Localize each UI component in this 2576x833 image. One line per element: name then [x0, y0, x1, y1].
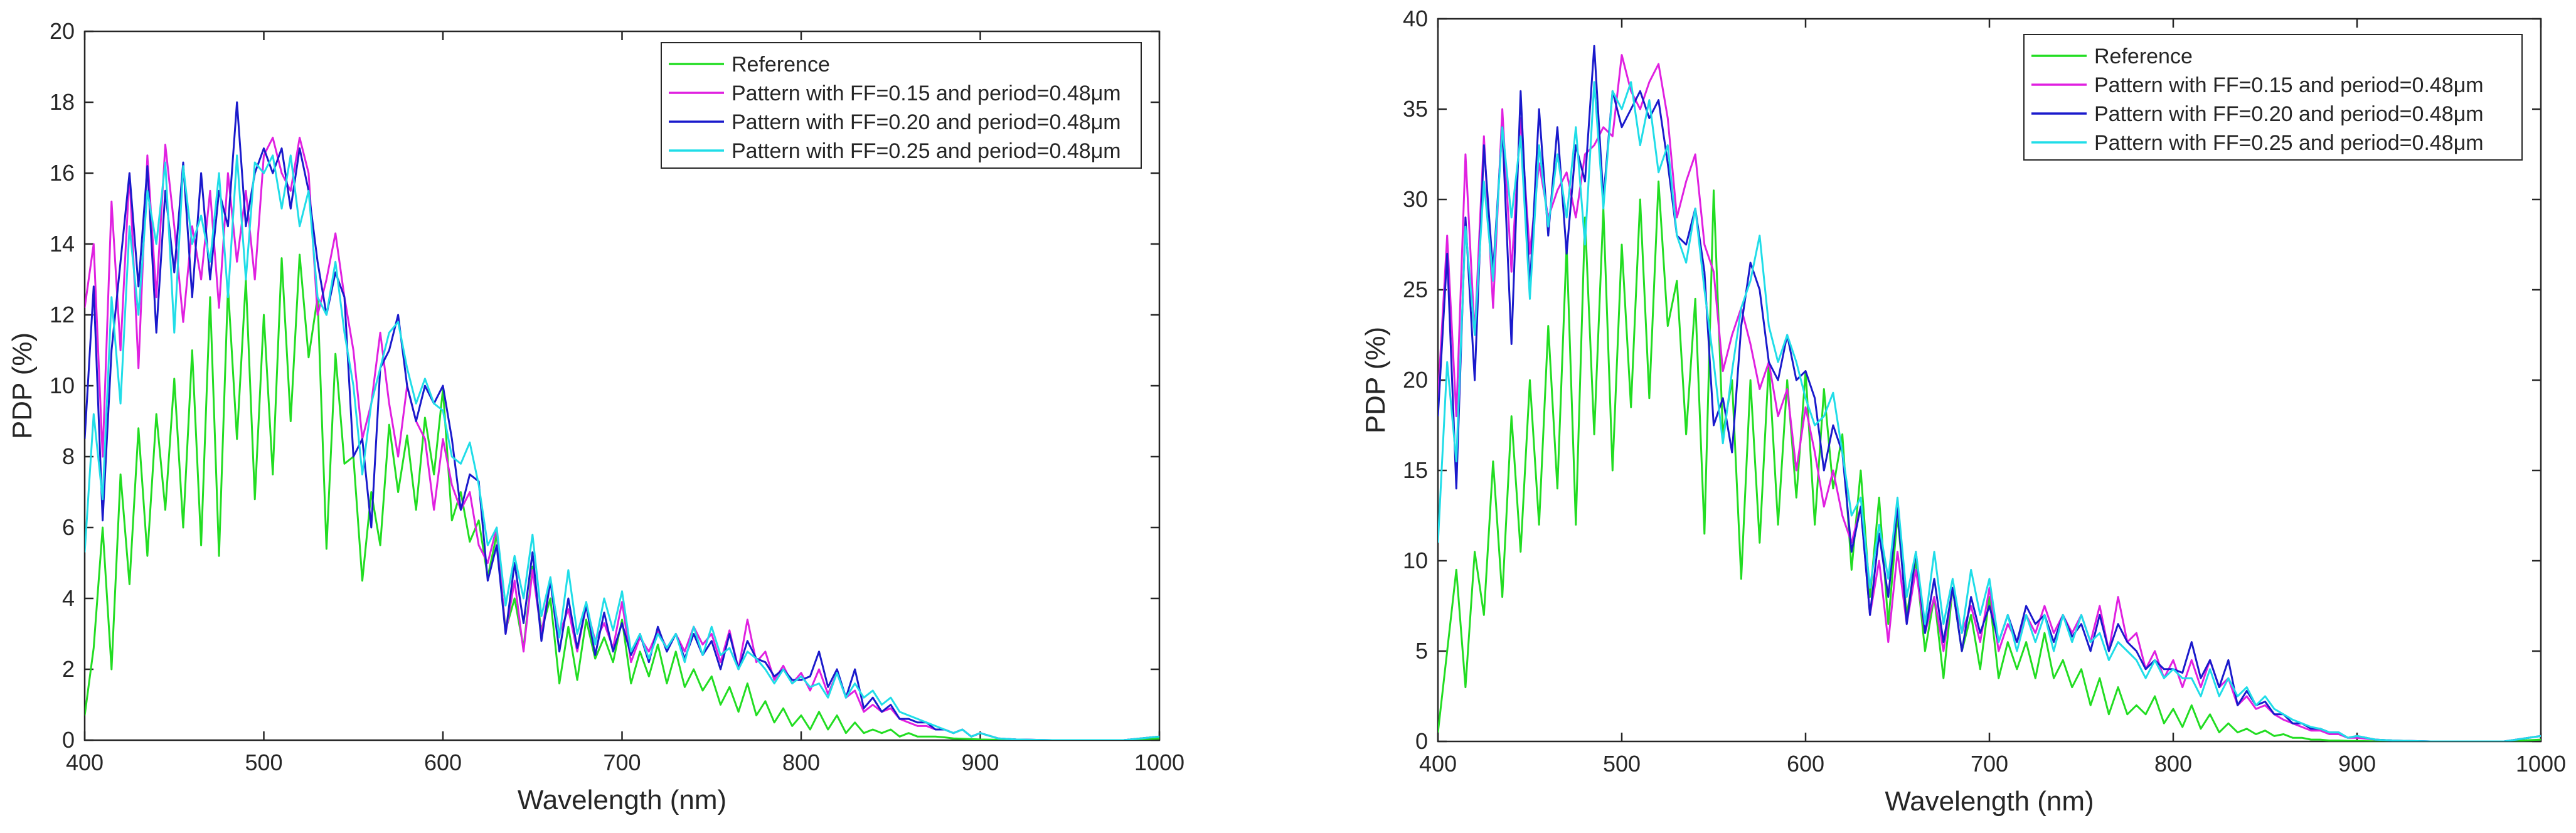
y-tick-label: 10 — [1403, 548, 1428, 573]
series-line-1 — [85, 253, 1159, 740]
y-tick-label: 0 — [62, 727, 75, 753]
y-tick-label: 18 — [50, 89, 75, 115]
y-tick-label: 35 — [1403, 96, 1428, 122]
y-tick-label: 6 — [62, 514, 75, 540]
legend-label-3: Pattern with FF=0.20 and period=0.48μm — [732, 110, 1121, 134]
legend-label-2: Pattern with FF=0.15 and period=0.48μm — [732, 82, 1121, 105]
legend-label-2: Pattern with FF=0.15 and period=0.48μm — [2094, 73, 2484, 97]
series-line-3 — [1438, 45, 2541, 741]
legend-label-1: Reference — [732, 53, 830, 77]
legend-box — [2023, 34, 2523, 161]
y-tick-label: 25 — [1403, 277, 1428, 302]
x-tick-label: 800 — [782, 750, 820, 775]
y-tick-label: 4 — [62, 585, 75, 611]
y-tick-label: 5 — [1415, 638, 1428, 664]
series-line-1 — [1438, 180, 2541, 741]
y-tick-label: 15 — [1403, 457, 1428, 483]
x-tick-label: 700 — [603, 750, 641, 775]
x-tick-label: 800 — [2154, 751, 2192, 777]
y-tick-label: 12 — [50, 302, 75, 327]
legend-label-1: Reference — [2094, 45, 2193, 68]
legend-label-4: Pattern with FF=0.25 and period=0.48μm — [732, 139, 1121, 163]
x-axis-label: Wavelength (nm) — [518, 785, 726, 815]
x-tick-label: 900 — [961, 750, 999, 775]
y-tick-label: 2 — [62, 656, 75, 682]
y-tick-label: 16 — [50, 160, 75, 186]
y-tick-label: 20 — [50, 18, 75, 44]
x-tick-label: 600 — [424, 750, 462, 775]
y-tick-label: 8 — [62, 443, 75, 469]
legend-box — [661, 42, 1142, 169]
y-tick-label: 40 — [1403, 6, 1428, 31]
y-axis-label: PDP (%) — [1360, 327, 1391, 433]
x-tick-label: 1000 — [2516, 751, 2566, 777]
y-axis-label: PDP (%) — [7, 332, 38, 439]
x-tick-label: 400 — [66, 750, 104, 775]
x-tick-label: 1000 — [1134, 750, 1184, 775]
series-line-3 — [85, 101, 1159, 740]
legend-label-3: Pattern with FF=0.20 and period=0.48μm — [2094, 102, 2484, 126]
y-tick-label: 20 — [1403, 367, 1428, 393]
x-tick-label: 500 — [1603, 751, 1641, 777]
series-line-4 — [85, 154, 1159, 740]
x-tick-label: 700 — [1971, 751, 2008, 777]
x-tick-label: 600 — [1787, 751, 1824, 777]
x-tick-label: 400 — [1419, 751, 1457, 777]
x-axis-label: Wavelength (nm) — [1885, 786, 2094, 817]
x-tick-label: 900 — [2338, 751, 2376, 777]
x-tick-label: 500 — [245, 750, 282, 775]
y-tick-label: 10 — [50, 373, 75, 398]
legend-label-4: Pattern with FF=0.25 and period=0.48μm — [2094, 131, 2484, 155]
y-tick-label: 30 — [1403, 186, 1428, 212]
y-tick-label: 0 — [1415, 728, 1428, 754]
y-tick-label: 14 — [50, 231, 75, 257]
series-line-4 — [1438, 81, 2541, 741]
